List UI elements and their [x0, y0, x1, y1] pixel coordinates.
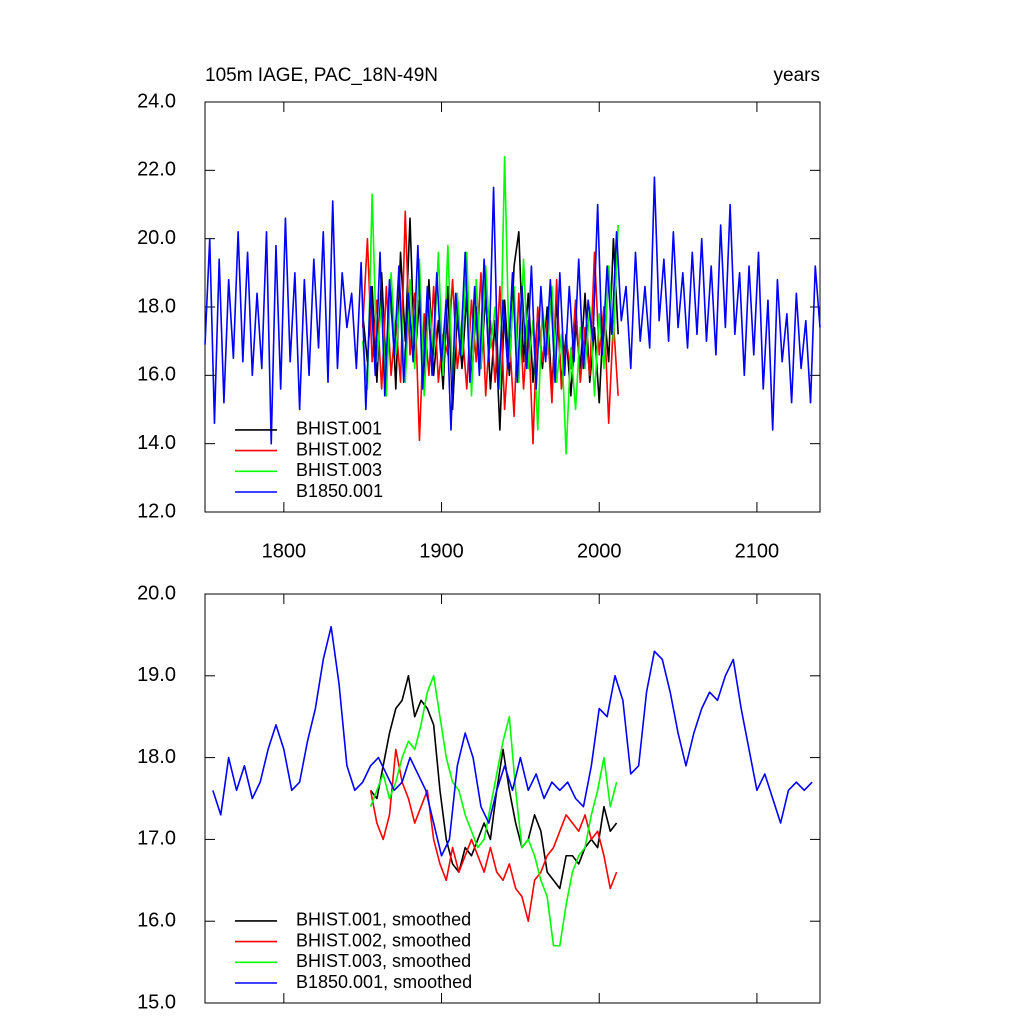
chart-units: years — [774, 65, 820, 86]
data-line — [204, 176, 821, 445]
legend-label: BHIST.002 — [296, 439, 382, 459]
legend-label: B1850.001, smoothed — [296, 972, 472, 992]
chart-title: 105m IAGE, PAC_18N-49N — [205, 65, 438, 86]
data-line — [212, 625, 813, 857]
y-tick-label: 19.0 — [137, 664, 176, 686]
y-tick-label: 20.0 — [137, 227, 176, 249]
y-tick-label: 18.0 — [137, 295, 176, 317]
plot-frame — [204, 593, 821, 1004]
x-tick-label: 1900 — [419, 540, 464, 562]
y-tick-label: 22.0 — [137, 159, 176, 181]
y-tick-label: 18.0 — [137, 746, 176, 768]
y-tick-label: 24.0 — [137, 90, 176, 112]
data-line — [369, 748, 618, 922]
data-line — [369, 675, 618, 947]
legend-label: BHIST.001, smoothed — [296, 910, 471, 930]
legend-label: BHIST.002, smoothed — [296, 930, 471, 950]
legend-label: BHIST.003, smoothed — [296, 951, 471, 971]
y-tick-label: 17.0 — [137, 828, 176, 850]
y-tick-label: 12.0 — [137, 500, 176, 522]
y-tick-label: 16.0 — [137, 909, 176, 931]
data-line — [361, 155, 619, 455]
y-tick-label: 16.0 — [137, 364, 176, 386]
legend-label: B1850.001 — [296, 481, 383, 501]
x-tick-label: 2000 — [577, 540, 622, 562]
y-tick-label: 15.0 — [137, 991, 176, 1013]
legend-label: BHIST.001 — [296, 419, 382, 439]
data-line — [369, 675, 618, 890]
y-tick-label: 20.0 — [137, 582, 176, 604]
y-tick-label: 14.0 — [137, 432, 176, 454]
legend-label: BHIST.003 — [296, 460, 382, 480]
x-tick-label: 2100 — [735, 540, 780, 562]
x-tick-label: 1800 — [262, 540, 307, 562]
